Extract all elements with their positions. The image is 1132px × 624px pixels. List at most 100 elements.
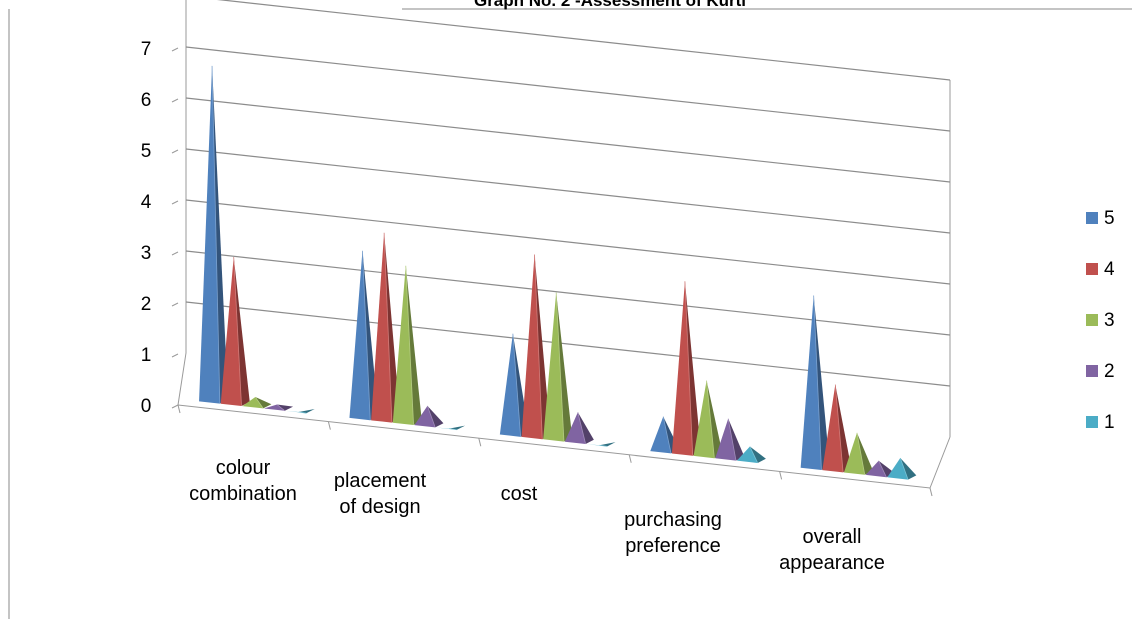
axis-wall-left xyxy=(177,0,187,406)
y-tick-label: 7 xyxy=(141,39,152,60)
x-tick-label: overall appearance xyxy=(779,526,885,574)
pyramid-front xyxy=(822,384,844,473)
pyramid-edge xyxy=(577,412,587,445)
pyramid-2-1 xyxy=(264,404,294,412)
pyramid-side xyxy=(405,265,422,425)
x-tick-label: cost xyxy=(501,483,538,505)
legend-label: 4 xyxy=(1104,259,1115,280)
legend-swatch xyxy=(1086,314,1098,326)
pyramid-front xyxy=(371,232,392,423)
pyramid-3-3 xyxy=(543,292,573,442)
pyramid-3-5 xyxy=(843,432,873,475)
pyramid-front xyxy=(887,458,909,480)
pyramid-edge xyxy=(534,254,543,440)
y-tick-label: 0 xyxy=(141,396,152,417)
pyramid-3-1 xyxy=(242,396,272,409)
legend-label: 2 xyxy=(1104,361,1115,382)
pyramid-edge xyxy=(449,428,457,431)
pyramid-front xyxy=(865,460,887,478)
y-tick-mark xyxy=(171,302,179,307)
pyramid-side xyxy=(599,442,616,447)
legend-label: 3 xyxy=(1104,310,1115,331)
pyramid-front xyxy=(199,65,220,404)
pyramid-edge xyxy=(706,380,715,459)
pyramid-edge xyxy=(211,65,221,404)
legend-swatch xyxy=(1086,212,1098,224)
pyramid-side xyxy=(813,295,830,471)
pyramid-side xyxy=(212,65,229,404)
pyramid-front xyxy=(414,405,436,428)
legend-item-1: 1 xyxy=(1086,412,1115,433)
pyramid-1-3 xyxy=(586,442,616,447)
pyramid-side xyxy=(684,281,701,456)
pyramid-1-2 xyxy=(436,425,466,431)
legend-item-4: 4 xyxy=(1086,259,1115,280)
pyramid-edge xyxy=(362,250,371,421)
pyramid-front xyxy=(264,404,285,411)
pyramid-side xyxy=(534,254,551,440)
pyramid-side xyxy=(298,408,315,414)
pyramid-front xyxy=(521,254,543,440)
y-tick-mark xyxy=(171,47,179,52)
pyramid-1-4 xyxy=(736,446,766,464)
y-tick-mark xyxy=(171,149,179,154)
pyramid-edge xyxy=(599,444,608,447)
legend-item-3: 3 xyxy=(1086,310,1115,331)
pyramid-edge xyxy=(749,446,759,464)
legend-label: 1 xyxy=(1104,412,1115,433)
pyramid-edge xyxy=(233,256,242,407)
pyramid-edge xyxy=(427,405,436,428)
chart-walls xyxy=(177,0,951,497)
x-tick-label: colour combination xyxy=(189,457,297,505)
pyramid-2-2 xyxy=(414,405,444,428)
pyramid-front xyxy=(543,292,564,442)
pyramid-5-1 xyxy=(199,65,229,404)
legend-label: 5 xyxy=(1104,208,1115,229)
x-tick-mark xyxy=(628,454,632,463)
x-tick-mark xyxy=(478,438,482,447)
pyramid-edge xyxy=(684,281,694,456)
pyramid-3-2 xyxy=(392,265,422,426)
pyramid-front xyxy=(564,412,586,444)
pyramid-3-4 xyxy=(693,380,723,459)
y-tick-label: 6 xyxy=(141,90,152,111)
x-tick-mark xyxy=(779,471,783,480)
legend-swatch xyxy=(1086,416,1098,428)
pyramid-side xyxy=(835,384,852,473)
pyramid-4-2 xyxy=(371,232,401,423)
y-tick-label: 5 xyxy=(141,141,152,162)
pyramid-4-1 xyxy=(220,256,250,407)
y-tick-mark xyxy=(171,98,179,103)
gridline xyxy=(185,97,951,183)
x-axis-labels: colour combination placement of design cost p… xyxy=(189,457,885,574)
pyramid-side xyxy=(856,432,873,475)
y-tick-mark xyxy=(171,404,179,409)
y-tick-mark xyxy=(171,353,179,358)
pyramid-edge xyxy=(899,457,909,480)
pyramid-edge xyxy=(727,418,737,461)
pyramid-5-5 xyxy=(800,295,830,471)
y-tick-mark xyxy=(171,251,179,256)
pyramid-4-3 xyxy=(521,254,551,440)
pyramid-edge xyxy=(383,232,393,423)
pyramid-edge xyxy=(555,292,565,442)
pyramid-2-4 xyxy=(715,418,745,461)
x-tick-mark xyxy=(177,404,181,414)
pyramid-front xyxy=(715,418,737,461)
pyramid-edge xyxy=(405,265,414,426)
pyramid-edge xyxy=(878,460,887,478)
pyramid-edge xyxy=(856,432,866,475)
legend-item-2: 2 xyxy=(1086,361,1115,382)
pyramid-side xyxy=(577,412,594,444)
pyramid-edge xyxy=(813,295,822,471)
pyramid-front xyxy=(693,380,715,459)
legend-item-5: 5 xyxy=(1086,208,1115,229)
pyramid-side xyxy=(706,380,723,459)
gridline xyxy=(185,199,951,285)
x-tick-label: placement of design xyxy=(334,470,427,518)
pyramid-edge xyxy=(834,384,844,473)
gridline xyxy=(185,250,951,336)
pyramid-4-4 xyxy=(671,281,701,456)
pyramid-front xyxy=(736,446,758,463)
